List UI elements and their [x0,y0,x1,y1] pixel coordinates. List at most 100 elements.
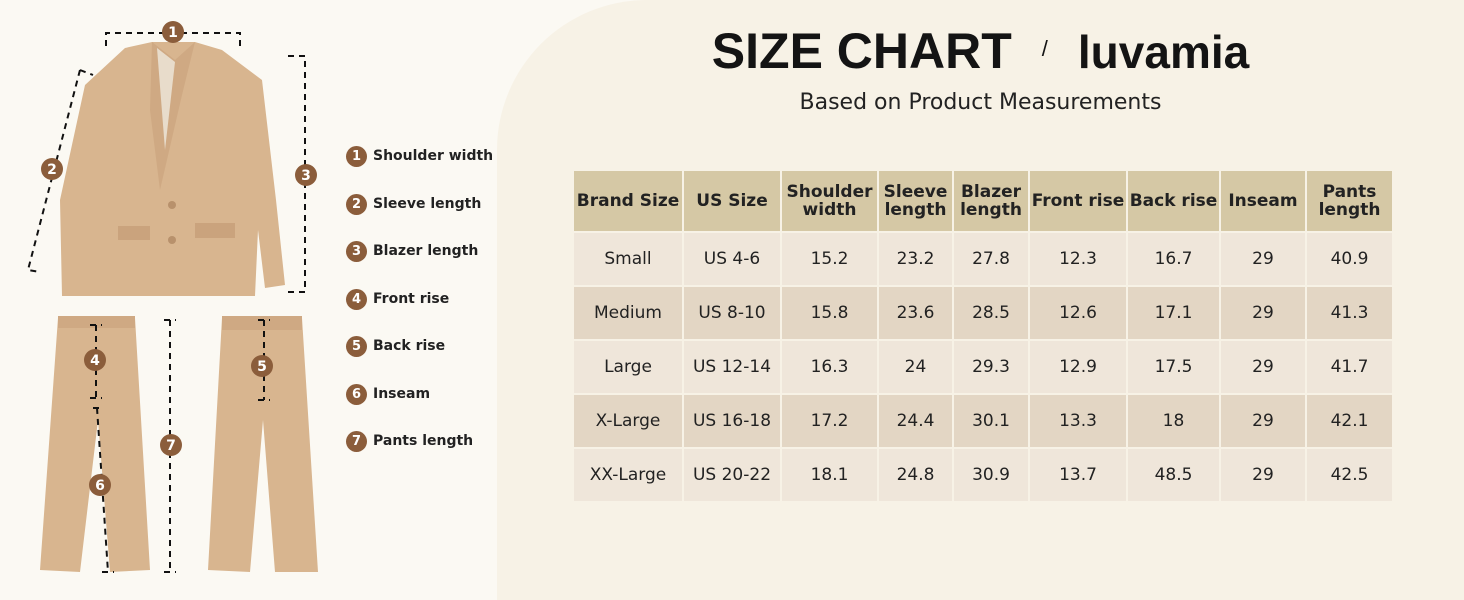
legend-number: 6 [346,383,367,405]
legend-number: 4 [346,288,367,310]
table-cell: 29.3 [952,339,1030,395]
column-header: Brand Size [572,169,684,233]
table-cell: 12.9 [1028,339,1128,395]
marker-number: 4 [90,353,100,369]
legend-number: 7 [346,431,367,452]
marker-dot [41,158,63,180]
table-cell: 17.1 [1126,285,1221,341]
legend-item: 1 Shoulder width [346,146,493,194]
table-cell: 29 [1219,231,1307,287]
table-cell: 30.9 [952,447,1030,503]
table-cell: 42.5 [1305,447,1394,503]
column-header: Sleeve length [877,169,954,233]
title-row: SIZE CHART / luvamia [497,22,1464,80]
title: SIZE CHART [711,23,1012,79]
table-cell: 13.3 [1028,393,1128,449]
column-header: Front rise [1028,169,1128,233]
legend-label: Shoulder width [373,148,494,164]
legend-number: 2 [346,193,367,215]
table-cell: 15.2 [780,231,879,287]
table-cell: US 8-10 [682,285,782,341]
marker-number: 2 [47,162,57,178]
legend-number: 3 [346,241,367,262]
marker-dot [251,355,273,377]
table-cell: 16.7 [1126,231,1221,287]
legend: 1 Shoulder width 2 Sleeve length 3 Blazer len… [346,146,493,479]
table-cell: 16.3 [780,339,879,395]
marker-number: 7 [166,438,176,454]
table-cell: US 4-6 [682,231,782,287]
table-cell: 48.5 [1126,447,1221,503]
table-cell: 41.7 [1305,339,1394,395]
subtitle: Based on Product Measurements [799,90,1162,115]
column-header: Shoulder width [780,169,879,233]
table-cell: 29 [1219,447,1307,503]
table-cell: 12.6 [1028,285,1128,341]
table-cell: 30.1 [952,393,1030,449]
marker-dot [160,434,182,456]
marker-dot [84,349,106,371]
legend-item: 2 Sleeve length [346,193,493,242]
table-cell: 29 [1219,393,1307,449]
table-cell: 17.5 [1126,339,1221,395]
table-cell: 12.3 [1028,231,1128,287]
pants-front [40,316,150,572]
marker-number: 6 [95,478,105,494]
table-row: Large US 12-14 16.3 24 29.3 12.9 17.5 29 41.7 [572,339,1394,395]
column-header: Back rise [1126,169,1221,233]
table-cell: 17.2 [780,393,879,449]
marker-number: 1 [168,25,178,41]
table-cell: 15.8 [780,285,879,341]
table-cell: X-Large [572,393,684,449]
table-cell: 24.8 [877,447,954,503]
table-row: XX-Large US 20-22 18.1 24.8 30.9 13.7 48.5 29 42… [572,447,1394,503]
garment-diagram: 1 2 3 4 5 6 7 [26,21,318,573]
table-cell: 29 [1219,339,1307,395]
marker-dot [295,164,317,186]
marker-number: 3 [301,168,311,184]
legend-label: Sleeve length [373,195,482,212]
legend-item: 7 Pants length [346,431,493,479]
marker-dot [89,474,111,496]
marker-dot [162,21,184,43]
legend-item: 6 Inseam [346,383,493,432]
table-cell: US 16-18 [682,393,782,449]
table-cell: Medium [572,285,684,341]
legend-number: 1 [346,146,367,167]
table-cell: 18.1 [780,447,879,503]
table-cell: 24.4 [877,393,954,449]
table-cell: 23.6 [877,285,954,341]
legend-item: 5 Back rise [346,336,493,384]
column-header: US Size [682,169,782,233]
table-cell: 41.3 [1305,285,1394,341]
table-cell: 27.8 [952,231,1030,287]
marker-number: 5 [257,359,267,375]
legend-item: 4 Front rise [346,288,493,337]
legend-label: Inseam [373,385,431,402]
table-row: Small US 4-6 15.2 23.2 27.8 12.3 16.7 29 40.9 [572,231,1394,287]
table-cell: 29 [1219,285,1307,341]
column-header: Blazer length [952,169,1030,233]
column-header: Pants length [1305,169,1394,233]
pants-back [208,316,318,572]
table-cell: XX-Large [572,447,684,503]
table-row: X-Large US 16-18 17.2 24.4 30.1 13.3 18 29 42.1 [572,393,1394,449]
table-cell: Small [572,231,684,287]
table-cell: 40.9 [1305,231,1394,287]
legend-label: Front rise [373,290,450,307]
legend-number: 5 [346,336,367,357]
legend-item: 3 Blazer length [346,241,493,289]
legend-label: Blazer length [373,243,479,259]
legend-label: Pants length [373,433,474,449]
table-cell: 18 [1126,393,1221,449]
table-cell: 23.2 [877,231,954,287]
table-cell: 24 [877,339,954,395]
table-cell: 28.5 [952,285,1030,341]
blazer [60,42,285,296]
legend-label: Back rise [373,338,446,354]
table-row: Medium US 8-10 15.8 23.6 28.5 12.6 17.1 29 41.3 [572,285,1394,341]
table-cell: Large [572,339,684,395]
brand: luvamia [1077,26,1250,78]
table-cell: US 20-22 [682,447,782,503]
